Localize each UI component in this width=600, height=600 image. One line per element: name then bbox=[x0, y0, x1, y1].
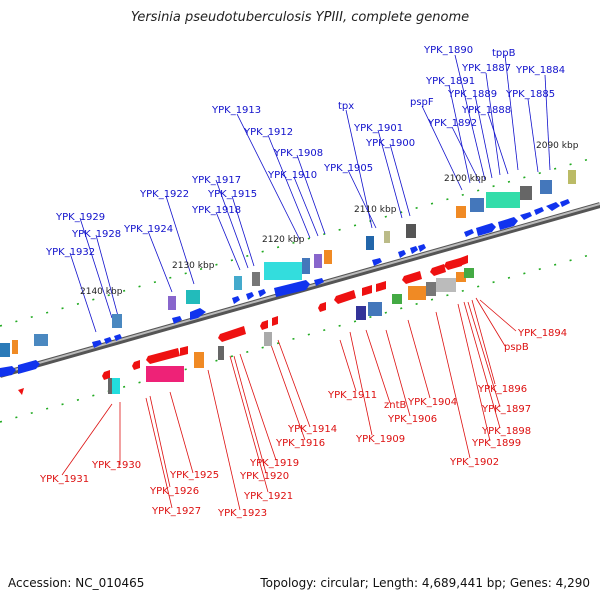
gene-label: YPK_1919 bbox=[249, 458, 299, 469]
gene-label: YPK_1910 bbox=[267, 170, 317, 181]
gene-label: YPK_1884 bbox=[515, 65, 565, 76]
gene-label: YPK_1904 bbox=[407, 397, 457, 408]
gene-label: YPK_1892 bbox=[427, 118, 477, 129]
tick-2140: 2140 kbp bbox=[80, 287, 123, 297]
gene-label: YPK_1909 bbox=[355, 434, 405, 445]
tick-2090: 2090 kbp bbox=[536, 141, 579, 151]
gene-label: YPK_1915 bbox=[207, 189, 257, 200]
tick-2130: 2130 kbp bbox=[172, 261, 215, 271]
gene-label: YPK_1889 bbox=[447, 89, 497, 100]
gene-label: YPK_1898 bbox=[481, 426, 531, 437]
gene-label: YPK_1924 bbox=[123, 224, 173, 235]
gene-label: YPK_1905 bbox=[323, 163, 373, 174]
gene-label: YPK_1921 bbox=[243, 491, 293, 502]
gene-label: tpx bbox=[338, 101, 354, 112]
gene-label: YPK_1925 bbox=[169, 470, 219, 481]
gene-label: YPK_1920 bbox=[239, 471, 289, 482]
gene-label: YPK_1930 bbox=[91, 460, 141, 471]
summary-text: Topology: circular; Length: 4,689,441 bp… bbox=[260, 576, 590, 590]
gene-label: YPK_1894 bbox=[517, 328, 567, 339]
gene-label: zntB bbox=[384, 400, 407, 411]
gene-label: YPK_1928 bbox=[71, 229, 121, 240]
gene-label: YPK_1931 bbox=[39, 474, 89, 485]
gene-label: YPK_1897 bbox=[481, 404, 531, 415]
gene-label: YPK_1891 bbox=[425, 76, 475, 87]
page-title: Yersinia pseudotuberculosis YPIII, compl… bbox=[130, 10, 470, 25]
gene-label: YPK_1890 bbox=[423, 45, 473, 56]
gene-label: YPK_1885 bbox=[505, 89, 555, 100]
gene-label: YPK_1906 bbox=[387, 414, 437, 425]
gene-label: YPK_1914 bbox=[287, 424, 337, 435]
gene-label: YPK_1932 bbox=[45, 247, 95, 258]
bottom-leaders bbox=[61, 297, 517, 511]
gene-label: YPK_1888 bbox=[461, 105, 511, 116]
bottom-gene-labels: YPK_1894 pspB YPK_1896 YPK_1897 YPK_1898… bbox=[39, 328, 567, 519]
gene-label: YPK_1901 bbox=[353, 123, 403, 134]
tick-2120: 2120 kbp bbox=[262, 235, 305, 245]
gene-label: YPK_1908 bbox=[273, 148, 323, 159]
gene-label: YPK_1887 bbox=[461, 63, 511, 74]
top-leaders bbox=[69, 54, 551, 333]
tick-2100: 2100 kbp bbox=[444, 174, 487, 184]
gene-label: YPK_1896 bbox=[477, 384, 527, 395]
gene-label: YPK_1899 bbox=[471, 438, 521, 449]
gene-label: YPK_1926 bbox=[149, 486, 199, 497]
tick-2110: 2110 kbp bbox=[354, 205, 397, 215]
forward-genes bbox=[0, 199, 570, 377]
gene-label: pspB bbox=[504, 342, 529, 353]
gene-label: YPK_1913 bbox=[211, 105, 261, 116]
gene-label: YPK_1927 bbox=[151, 506, 201, 517]
accession-text: Accession: NC_010465 bbox=[8, 576, 145, 590]
gene-label: YPK_1916 bbox=[275, 438, 325, 449]
gene-label: YPK_1918 bbox=[191, 205, 241, 216]
tick-labels: 2090 kbp 2100 kbp 2110 kbp 2120 kbp 2130… bbox=[80, 141, 579, 297]
gene-label: YPK_1902 bbox=[449, 457, 499, 468]
gene-label: YPK_1917 bbox=[191, 175, 241, 186]
gene-label: YPK_1911 bbox=[327, 390, 377, 401]
gene-label: YPK_1900 bbox=[365, 138, 415, 149]
gene-label: tppB bbox=[492, 48, 516, 59]
gene-label: pspF bbox=[410, 97, 434, 108]
reverse-genes bbox=[18, 255, 468, 395]
gene-blocks bbox=[0, 170, 576, 394]
gene-label: YPK_1912 bbox=[243, 127, 293, 138]
top-gene-labels: YPK_1890 tppB YPK_1887 YPK_1884 YPK_1891… bbox=[45, 45, 565, 258]
gene-label: YPK_1922 bbox=[139, 189, 189, 200]
gene-label: YPK_1929 bbox=[55, 212, 105, 223]
gene-label: YPK_1923 bbox=[217, 508, 267, 519]
